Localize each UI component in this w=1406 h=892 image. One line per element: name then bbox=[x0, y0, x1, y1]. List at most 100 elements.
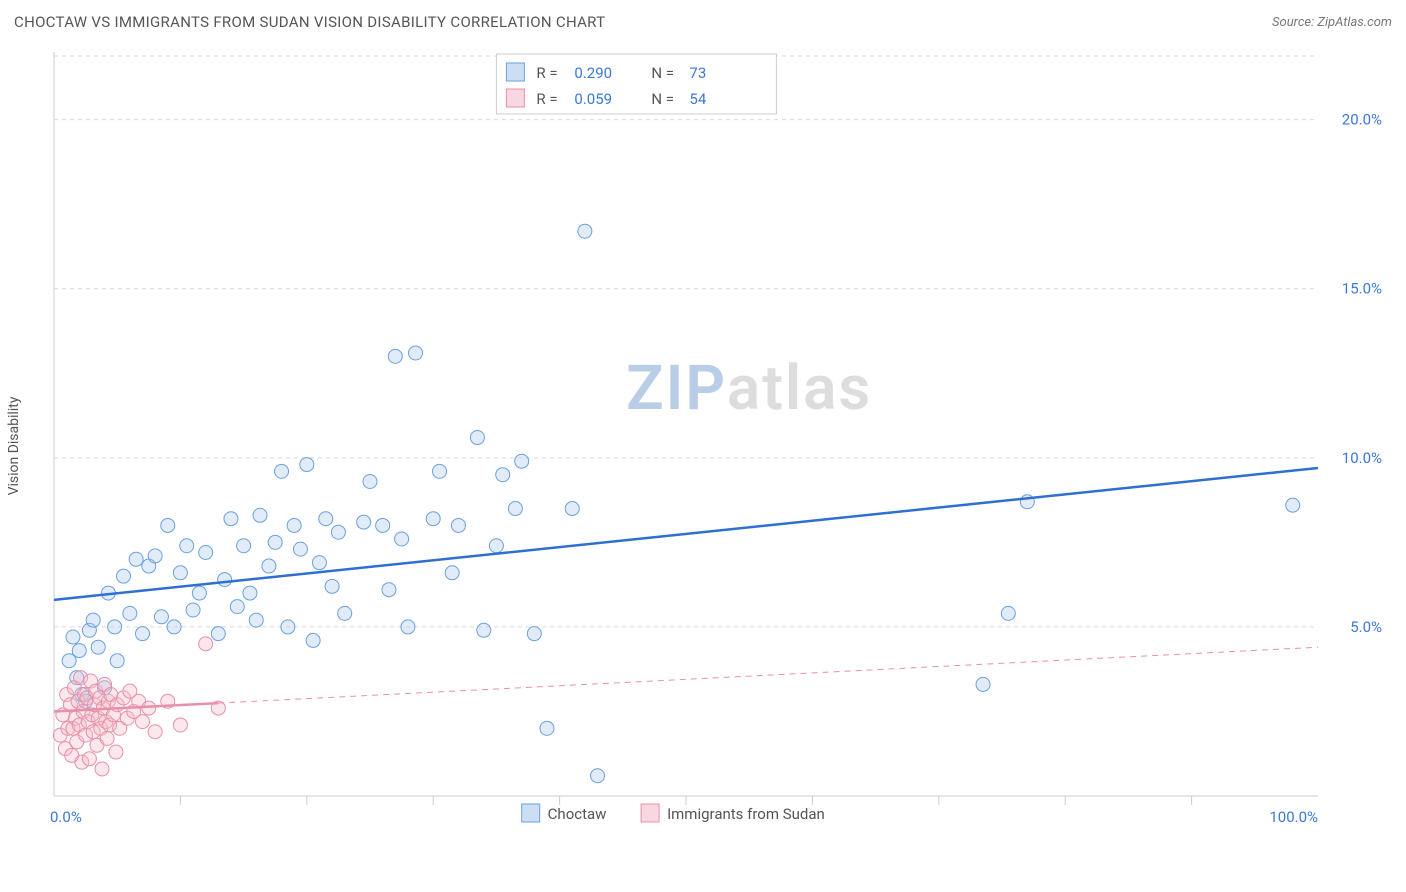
trend-line bbox=[54, 468, 1318, 600]
legend-r-value: 0.059 bbox=[574, 90, 612, 108]
watermark: ZIPatlas bbox=[626, 352, 872, 425]
data-point bbox=[110, 654, 124, 668]
scatter-plot: 5.0% 10.0% 15.0% 20.0% 0.0% 100.0% ZIPatlas R =… bbox=[46, 44, 1390, 844]
data-point bbox=[243, 586, 257, 600]
legend-n-label: N = bbox=[651, 90, 674, 108]
data-point bbox=[306, 633, 320, 647]
data-point bbox=[173, 566, 187, 580]
data-point bbox=[591, 769, 605, 783]
data-point bbox=[148, 725, 162, 739]
data-point bbox=[129, 552, 143, 566]
data-point bbox=[433, 464, 447, 478]
chart-area: 5.0% 10.0% 15.0% 20.0% 0.0% 100.0% ZIPatlas R =… bbox=[46, 44, 1390, 844]
data-point bbox=[108, 620, 122, 634]
data-point bbox=[470, 431, 484, 445]
data-point bbox=[395, 532, 409, 546]
data-point bbox=[82, 752, 96, 766]
y-axis-label: Vision Disability bbox=[6, 397, 22, 496]
data-point bbox=[426, 512, 440, 526]
data-point bbox=[237, 539, 251, 553]
legend-r-label: R = bbox=[536, 64, 557, 82]
data-point bbox=[489, 539, 503, 553]
data-point bbox=[388, 349, 402, 363]
legend-n-label: N = bbox=[651, 64, 674, 82]
data-point bbox=[293, 542, 307, 556]
data-point bbox=[262, 559, 276, 573]
data-point bbox=[95, 762, 109, 776]
data-point bbox=[376, 518, 390, 532]
data-point bbox=[540, 721, 554, 735]
legend-n-value: 54 bbox=[689, 90, 706, 108]
data-point bbox=[180, 539, 194, 553]
data-point bbox=[224, 512, 238, 526]
data-point bbox=[249, 613, 263, 627]
data-point bbox=[253, 508, 267, 522]
data-point bbox=[211, 627, 225, 641]
legend-series-label: Immigrants from Sudan bbox=[667, 805, 825, 823]
data-point bbox=[338, 606, 352, 620]
data-point bbox=[300, 458, 314, 472]
y-tick-label: 10.0% bbox=[1342, 449, 1382, 467]
data-point bbox=[357, 515, 371, 529]
data-point bbox=[135, 627, 149, 641]
data-point bbox=[86, 613, 100, 627]
data-point bbox=[409, 346, 423, 360]
data-point bbox=[199, 546, 213, 560]
data-point bbox=[167, 620, 181, 634]
data-point bbox=[976, 677, 990, 691]
data-point bbox=[186, 603, 200, 617]
data-point bbox=[192, 586, 206, 600]
data-point bbox=[565, 502, 579, 516]
data-point bbox=[66, 630, 80, 644]
data-point bbox=[281, 620, 295, 634]
legend-r-label: R = bbox=[536, 90, 557, 108]
data-point bbox=[161, 518, 175, 532]
data-point bbox=[325, 579, 339, 593]
source-attribution: Source: ZipAtlas.com bbox=[1272, 15, 1392, 30]
y-tick-label: 15.0% bbox=[1342, 280, 1382, 298]
data-point bbox=[312, 556, 326, 570]
data-point bbox=[401, 620, 415, 634]
x-tick-label: 100.0% bbox=[1269, 808, 1318, 826]
data-point bbox=[477, 623, 491, 637]
data-point bbox=[173, 718, 187, 732]
y-tick-label: 20.0% bbox=[1342, 111, 1382, 129]
data-point bbox=[382, 583, 396, 597]
data-point bbox=[496, 468, 510, 482]
data-point bbox=[230, 600, 244, 614]
legend-swatch bbox=[506, 89, 524, 107]
data-point bbox=[578, 224, 592, 238]
trend-line-extrapolated bbox=[218, 647, 1318, 703]
y-tick-label: 5.0% bbox=[1350, 618, 1382, 636]
x-tick-label: 0.0% bbox=[50, 808, 82, 826]
data-point bbox=[331, 525, 345, 539]
data-point bbox=[199, 637, 213, 651]
data-point bbox=[508, 502, 522, 516]
data-point bbox=[319, 512, 333, 526]
legend-swatch bbox=[522, 804, 540, 822]
data-point bbox=[123, 606, 137, 620]
data-point bbox=[1286, 498, 1300, 512]
legend-swatch bbox=[506, 63, 524, 81]
legend-r-value: 0.290 bbox=[574, 64, 612, 82]
data-point bbox=[515, 454, 529, 468]
legend-n-value: 73 bbox=[689, 64, 706, 82]
data-point bbox=[100, 732, 114, 746]
data-point bbox=[91, 640, 105, 654]
chart-title: CHOCTAW VS IMMIGRANTS FROM SUDAN VISION … bbox=[14, 13, 605, 31]
data-point bbox=[148, 549, 162, 563]
data-point bbox=[445, 566, 459, 580]
data-point bbox=[117, 569, 131, 583]
data-point bbox=[154, 610, 168, 624]
data-point bbox=[275, 464, 289, 478]
data-point bbox=[287, 518, 301, 532]
data-point bbox=[363, 474, 377, 488]
legend-series-label: Choctaw bbox=[548, 805, 607, 823]
data-point bbox=[451, 518, 465, 532]
data-point bbox=[218, 573, 232, 587]
legend-swatch bbox=[641, 804, 659, 822]
data-point bbox=[1001, 606, 1015, 620]
data-point bbox=[109, 745, 123, 759]
data-point bbox=[268, 535, 282, 549]
data-point bbox=[527, 627, 541, 641]
